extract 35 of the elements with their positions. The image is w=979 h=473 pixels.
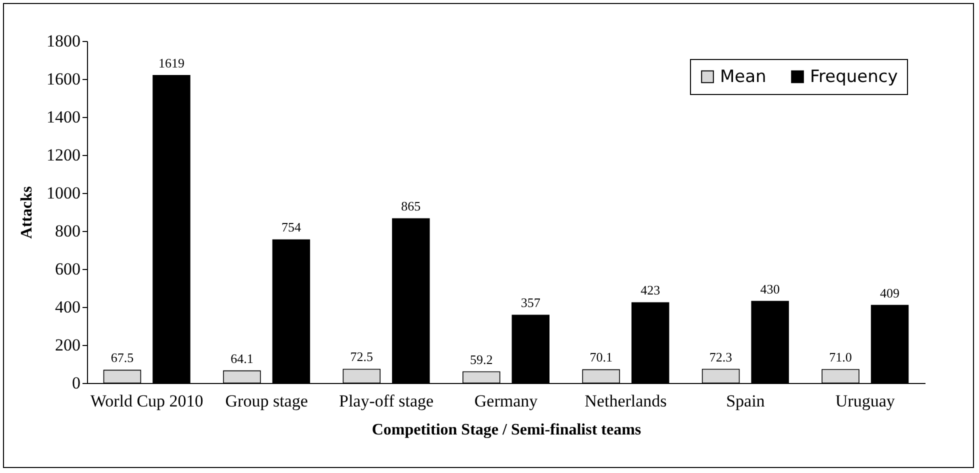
y-tick-label: 400 — [55, 298, 80, 316]
data-label: 72.3 — [709, 349, 732, 364]
data-label: 430 — [760, 281, 780, 296]
data-label: 754 — [281, 220, 302, 235]
x-tick-label: Netherlands — [584, 392, 667, 410]
y-tick-label: 1600 — [46, 70, 80, 88]
y-tick-label: 1200 — [46, 146, 80, 164]
x-tick-label: World Cup 2010 — [90, 392, 204, 410]
data-label: 71.0 — [829, 350, 852, 365]
y-axis-title: Attacks — [18, 186, 36, 239]
y-tick-label: 1800 — [46, 32, 80, 50]
data-label: 1619 — [158, 55, 184, 70]
data-label: 72.5 — [350, 349, 374, 364]
data-label: 409 — [880, 285, 900, 300]
x-tick-label: Group stage — [225, 392, 308, 410]
x-tick-label: Germany — [474, 392, 538, 410]
x-tick-label: Uruguay — [835, 392, 896, 410]
y-tick-label: 800 — [55, 222, 80, 240]
data-label: 423 — [640, 282, 660, 298]
data-label: 70.1 — [590, 350, 612, 365]
data-label: 59.2 — [470, 352, 493, 367]
y-tick-label: 0 — [72, 374, 80, 392]
legend-label: Frequency — [810, 66, 898, 87]
y-tick-label: 1000 — [46, 184, 80, 202]
data-label: 67.5 — [110, 350, 134, 366]
x-tick-label: Play-off stage — [338, 392, 434, 410]
legend-label: Mean — [720, 66, 766, 87]
y-tick-label: 1400 — [46, 108, 80, 126]
data-label: 357 — [520, 295, 541, 310]
data-label: 64.1 — [230, 350, 254, 366]
x-tick-label: Spain — [726, 392, 766, 410]
y-tick-label: 600 — [55, 260, 80, 278]
data-label: 865 — [401, 198, 421, 214]
x-axis-title: Competition Stage / Semi-finalist teams — [372, 422, 642, 438]
y-tick-label: 200 — [55, 336, 80, 354]
